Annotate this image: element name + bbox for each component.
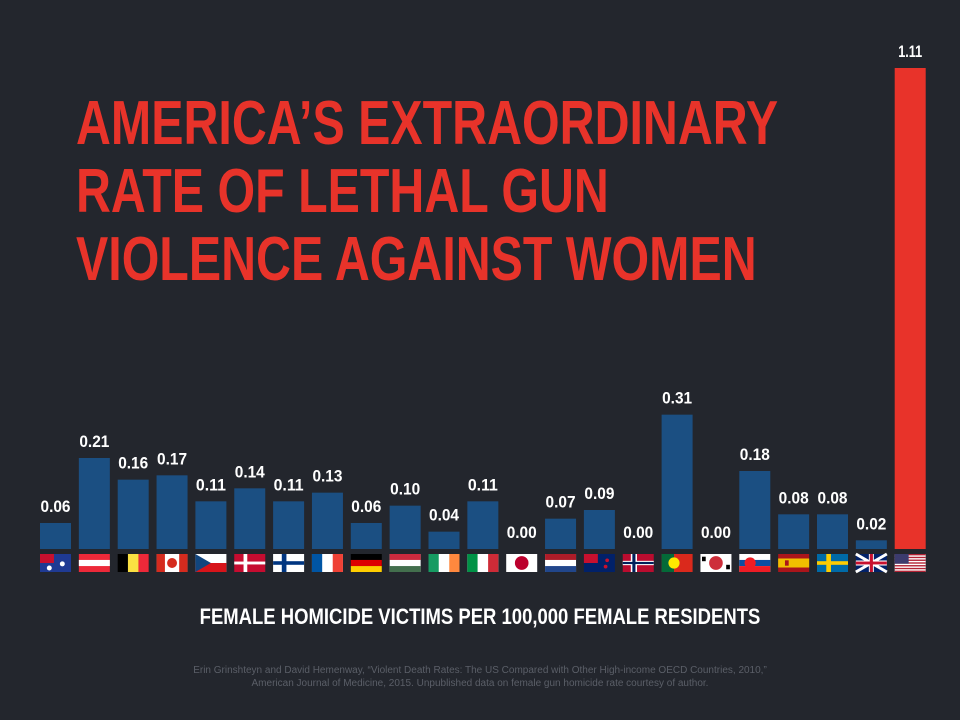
flag-ireland-icon (428, 554, 460, 572)
flag-united-states-icon (894, 554, 926, 572)
data-label-netherlands: 0.07 (546, 493, 576, 512)
data-label-australia: 0.06 (41, 497, 71, 516)
chart-title: AMERICA’S EXTRAORDINARY RATE OF LETHAL G… (76, 90, 778, 294)
flag-new-zealand-icon (583, 554, 615, 572)
bar-czech-republic (195, 501, 227, 549)
data-label-denmark: 0.14 (235, 462, 265, 481)
flag-slovakia-icon (739, 554, 771, 572)
data-label-sweden: 0.08 (818, 488, 848, 507)
flag-italy-icon (467, 554, 499, 572)
bar-hungary (389, 505, 421, 549)
flag-australia-icon (40, 554, 71, 572)
data-label-finland: 0.11 (274, 475, 304, 494)
data-label-portugal: 0.31 (662, 389, 692, 408)
flag-czech-republic-icon (195, 554, 227, 572)
source-line-2: American Journal of Medicine, 2015. Unpu… (251, 678, 709, 689)
data-label-south-korea: 0.00 (701, 523, 731, 542)
bar-belgium (117, 479, 149, 549)
chart-title-line-3: VIOLENCE AGAINST WOMEN (76, 225, 757, 294)
flag-netherlands-icon (545, 554, 577, 572)
flag-france-icon (311, 554, 343, 572)
flag-portugal-icon (661, 554, 693, 572)
bar-united-states (894, 68, 926, 549)
data-label-france: 0.13 (312, 467, 342, 486)
bar-ireland (428, 531, 460, 549)
data-label-czech-republic: 0.11 (196, 475, 226, 494)
bar-sweden (817, 514, 848, 549)
chart-title-line-1: AMERICA’S EXTRAORDINARY (76, 89, 779, 158)
chart-title-line-2: RATE OF LETHAL GUN (76, 157, 609, 226)
data-label-germany: 0.06 (351, 497, 381, 516)
data-label-japan: 0.00 (507, 523, 537, 542)
bar-denmark (234, 488, 266, 549)
flag-spain-icon (778, 554, 810, 572)
flag-denmark-icon (234, 554, 266, 572)
data-label-italy: 0.11 (468, 475, 498, 494)
bar-netherlands (545, 518, 577, 549)
source-line-1: Erin Grinshteyn and David Hemenway, “Vio… (193, 665, 767, 676)
data-label-united-kingdom: 0.02 (856, 514, 886, 533)
x-axis-label: FEMALE HOMICIDE VICTIMS PER 100,000 FEMA… (199, 604, 761, 629)
bar-slovakia (739, 471, 771, 549)
bar-germany (350, 523, 382, 549)
data-label-united-states: 1.11 (898, 42, 922, 61)
flag-sweden-icon (817, 554, 848, 572)
bar-chart: 0.06 0.21 0.16 0.17 0.11 0.14 0.11 0.13 0.06 0.10… (40, 42, 926, 574)
data-label-spain: 0.08 (779, 488, 809, 507)
bar-spain (778, 514, 810, 549)
flag-hungary-icon (389, 554, 421, 572)
data-label-hungary: 0.10 (390, 480, 420, 499)
bar-finland (273, 501, 305, 549)
bar-australia (40, 523, 71, 549)
bar-canada (156, 475, 188, 549)
flag-finland-icon (273, 554, 305, 572)
data-label-slovakia: 0.18 (740, 445, 770, 464)
bar-portugal (661, 414, 693, 549)
flag-germany-icon (350, 554, 382, 572)
bar-france (311, 492, 343, 549)
bar-new-zealand (583, 510, 615, 549)
bar-italy (467, 501, 499, 549)
bar-united-kingdom (855, 540, 887, 549)
data-label-norway: 0.00 (623, 523, 653, 542)
flag-norway-icon (622, 554, 654, 572)
flag-belgium-icon (117, 554, 149, 572)
data-label-ireland: 0.04 (429, 506, 459, 525)
data-label-belgium: 0.16 (118, 454, 148, 473)
flag-canada-icon (156, 554, 188, 572)
flag-austria-icon (78, 554, 110, 572)
data-label-canada: 0.17 (157, 449, 187, 468)
data-label-new-zealand: 0.09 (584, 484, 614, 503)
flag-japan-icon (506, 554, 538, 572)
data-label-austria: 0.21 (79, 432, 109, 451)
flag-south-korea-icon (700, 554, 732, 572)
flag-united-kingdom-icon (855, 552, 888, 574)
source-citation: Erin Grinshteyn and David Hemenway, “Vio… (0, 664, 960, 690)
bar-austria (78, 458, 110, 549)
